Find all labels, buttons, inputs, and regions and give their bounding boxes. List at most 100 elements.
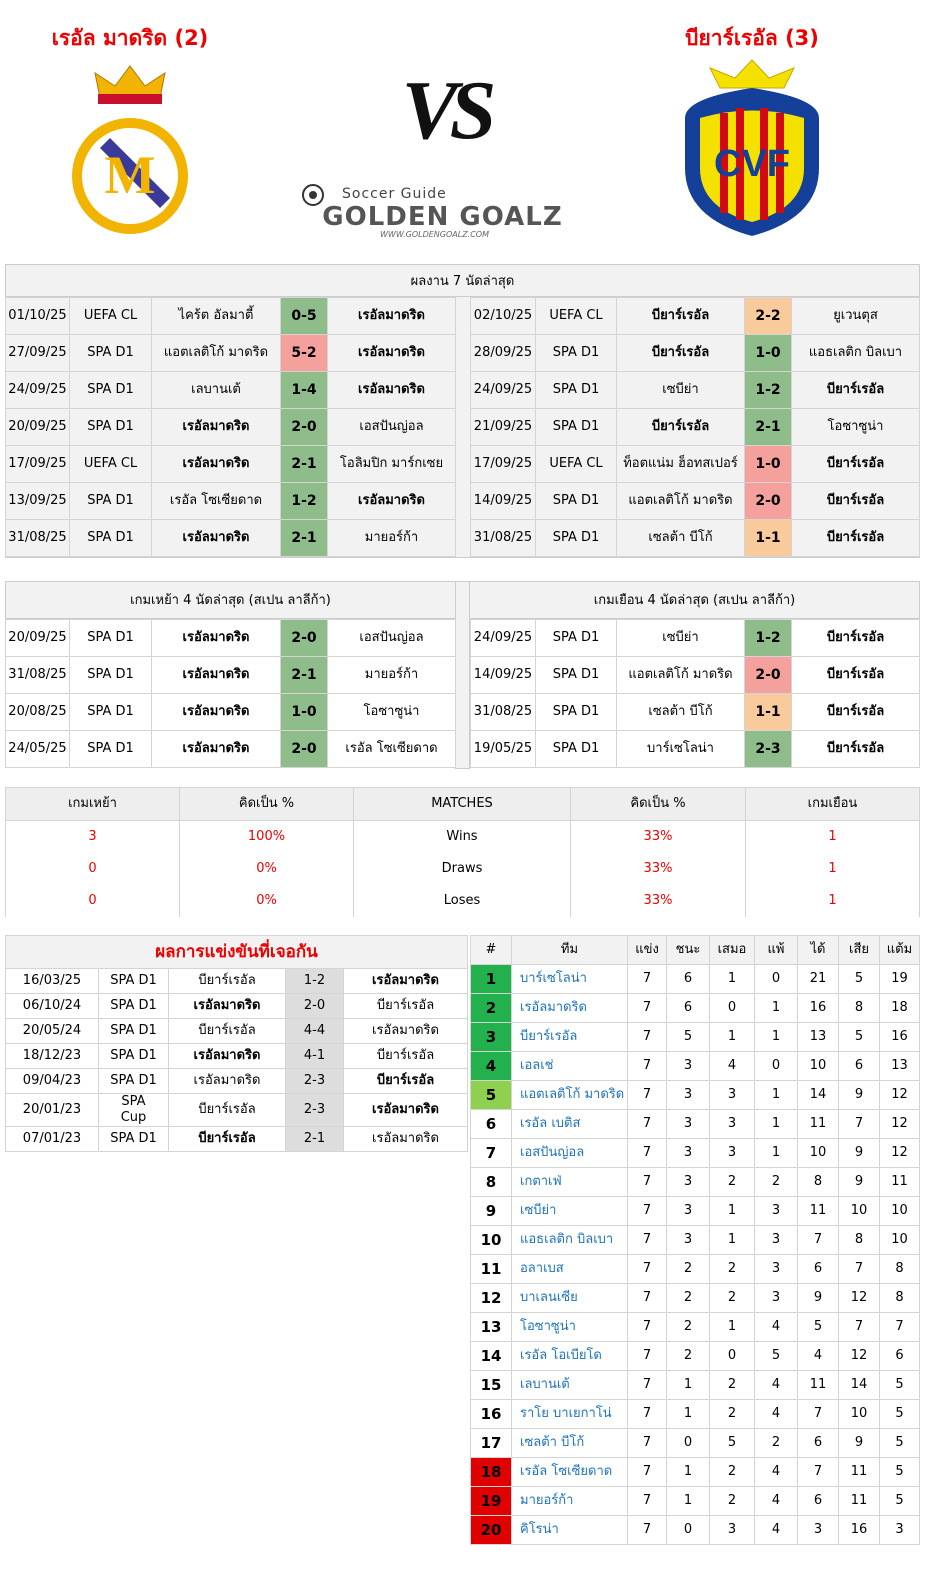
stat: 2: [666, 1254, 710, 1284]
team-link[interactable]: คิโรน่า: [520, 1522, 559, 1537]
team-link[interactable]: เรอัลมาดริด: [520, 1000, 587, 1015]
team-link[interactable]: เซบีย่า: [520, 1203, 557, 1218]
stat: 1: [754, 1138, 798, 1168]
team-link[interactable]: เรอัล เบติส: [520, 1116, 581, 1131]
rank: 15: [470, 1370, 512, 1400]
stat: 9: [838, 1167, 880, 1197]
home-logo: M: [72, 65, 188, 234]
away-team: มายอร์ก้า: [327, 656, 456, 694]
standings-row: 10 แอธเลติก บิลเบา 7 3 1 3 7 8 10: [470, 1225, 920, 1255]
stat: 9: [838, 1428, 880, 1458]
stat: 13: [797, 1022, 839, 1052]
team-cell: เลบานเต้: [511, 1370, 628, 1400]
match-row: 20/08/25 SPA D1 เรอัลมาดริด 1-0 โอซาซูน่า: [5, 693, 456, 731]
team-link[interactable]: เซลต้า บีโก้: [520, 1435, 585, 1450]
stat: 11: [797, 1109, 839, 1139]
stat: 3: [754, 1196, 798, 1226]
standings-row: 8 เกตาเฟ่ 7 3 2 2 8 9 11: [470, 1167, 920, 1197]
stat: 4: [754, 1370, 798, 1400]
stat: 9: [838, 1080, 880, 1110]
team-link[interactable]: ราโย บาเยกาโน่: [520, 1406, 612, 1421]
score: 0-5: [280, 297, 328, 335]
home-team: ไคร้ต อัลมาตี้: [151, 297, 281, 335]
team-link[interactable]: บียาร์เรอัล: [520, 1029, 578, 1044]
standings-row: 15 เลบานเต้ 7 1 2 4 11 14 5: [470, 1370, 920, 1400]
team-link[interactable]: บาร์เซโลน่า: [520, 971, 587, 986]
stat: 19: [879, 964, 920, 994]
stat: 3: [754, 1225, 798, 1255]
match-row: 13/09/25 SPA D1 เรอัล โซเซียดาด 1-2 เรอัลมาด…: [5, 482, 456, 520]
stat: 14: [838, 1370, 880, 1400]
away-team: เอสปันญ่อล: [327, 408, 456, 446]
team-cell: โอซาซูน่า: [511, 1312, 628, 1342]
stat: 2: [666, 1341, 710, 1371]
stat: 2: [709, 1399, 755, 1429]
stat: 16: [879, 1022, 920, 1052]
team-link[interactable]: เอสปันญ่อล: [520, 1145, 585, 1160]
team-link[interactable]: เลบานเต้: [520, 1377, 570, 1392]
stat: 3: [709, 1138, 755, 1168]
standings-row: 19 มายอร์ก้า 7 1 2 4 6 11 5: [470, 1486, 920, 1516]
team-link[interactable]: มายอร์ก้า: [520, 1493, 574, 1508]
competition: SPA D1: [98, 1126, 169, 1152]
home-team: เรอัลมาดริด: [151, 693, 281, 731]
team-link[interactable]: เกตาเฟ่: [520, 1174, 562, 1189]
stat: 7: [838, 1109, 880, 1139]
team-link[interactable]: เรอัล โอเบียโด: [520, 1348, 602, 1363]
competition: UEFA CL: [69, 297, 152, 335]
team-link[interactable]: แอธเลติก บิลเบา: [520, 1232, 614, 1247]
stat: 7: [627, 1370, 667, 1400]
match-date: 14/09/25: [470, 482, 536, 520]
away-team: มายอร์ก้า: [327, 519, 456, 557]
score: 1-0: [280, 693, 328, 731]
stat: 11: [797, 1196, 839, 1226]
competition: SPA D1: [535, 619, 617, 657]
stat: 10: [797, 1138, 839, 1168]
match-date: 20/05/24: [5, 1018, 99, 1044]
team-link[interactable]: อลาเบส: [520, 1261, 564, 1276]
home-team: แอตเลติโก้ มาดริด: [616, 656, 745, 694]
summary-cell: 33%: [570, 884, 746, 917]
match-date: 17/09/25: [470, 445, 536, 483]
match-row: 14/09/25 SPA D1 แอตเลติโก้ มาดริด 2-0 บียาร์…: [470, 656, 920, 694]
stat: 7: [627, 1312, 667, 1342]
home-team: บาร์เซโลน่า: [616, 730, 745, 768]
team-link[interactable]: โอซาซูน่า: [520, 1319, 576, 1334]
match-date: 28/09/25: [470, 334, 536, 372]
away-team: บียาร์เรอัล: [791, 619, 920, 657]
stat: 7: [627, 1051, 667, 1081]
stat: 3: [797, 1515, 839, 1545]
stat: 3: [666, 1051, 710, 1081]
team-link[interactable]: เอลเช่: [520, 1058, 554, 1073]
home-team: บียาร์เรอัล: [168, 1126, 286, 1152]
standings-row: 17 เซลต้า บีโก้ 7 0 5 2 6 9 5: [470, 1428, 920, 1458]
summary-cell: 0: [5, 852, 180, 885]
stat: 11: [838, 1457, 880, 1487]
score: 2-1: [280, 519, 328, 557]
match-row: 14/09/25 SPA D1 แอตเลติโก้ มาดริด 2-0 บียาร์…: [470, 482, 920, 520]
match-date: 07/01/23: [5, 1126, 99, 1152]
match-row: 27/09/25 SPA D1 แอตเลติโก้ มาดริด 5-2 เรอัลม…: [5, 334, 456, 372]
rank: 16: [470, 1399, 512, 1429]
stat: 1: [666, 1486, 710, 1516]
away-team: เรอัลมาดริด: [343, 1018, 468, 1044]
stat: 1: [709, 964, 755, 994]
h2h-row: 06/10/24 SPA D1 เรอัลมาดริด 2-0 บียาร์เรอัล: [5, 993, 468, 1019]
competition: SPA D1: [69, 619, 152, 657]
stat: 6: [797, 1428, 839, 1458]
gap: [455, 581, 470, 769]
stat: 0: [754, 964, 798, 994]
summary-cell: 3: [5, 820, 180, 853]
team-link[interactable]: แอตเลติโก้ มาดริด: [520, 1087, 625, 1102]
stat: 7: [627, 1138, 667, 1168]
rank: 18: [470, 1457, 512, 1487]
h2h-table: ผลการแข่งขันที่เจอกัน 16/03/25 SPA D1 บียาร…: [5, 935, 468, 1152]
stat: 8: [879, 1254, 920, 1284]
stat: 3: [666, 1225, 710, 1255]
team-link[interactable]: เรอัล โซเซียดาด: [520, 1464, 613, 1479]
competition: SPA D1: [98, 1068, 169, 1094]
team-link[interactable]: บาเลนเซีย: [520, 1290, 578, 1305]
competition: SPA D1: [69, 730, 152, 768]
rank: 17: [470, 1428, 512, 1458]
stat: 2: [666, 1312, 710, 1342]
